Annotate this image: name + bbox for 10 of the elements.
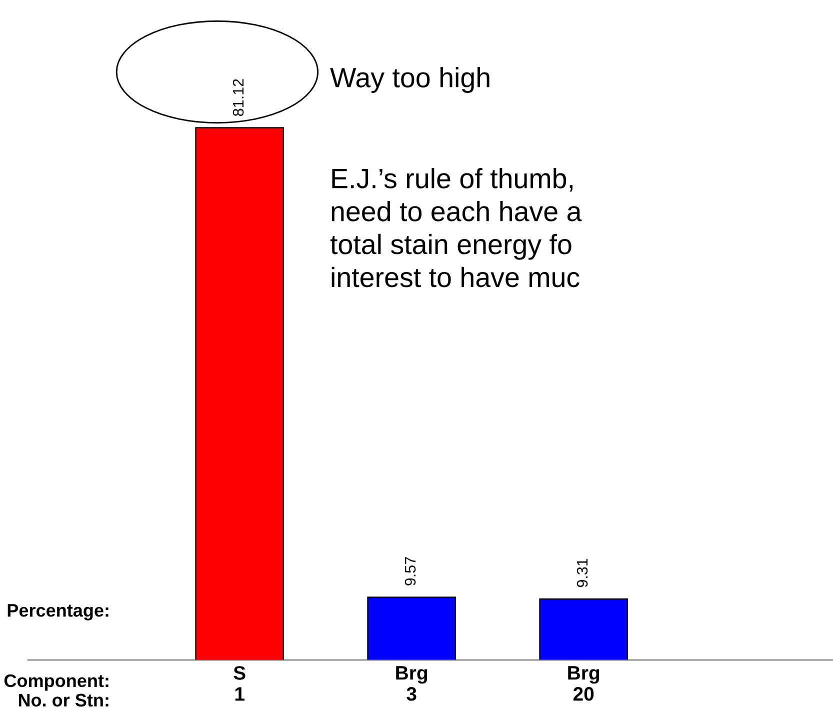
text: Component: No. or Stn: <box>4 674 108 707</box>
data-label: 9.57 <box>404 557 416 586</box>
x-tick-label: Brg 20 <box>568 666 600 701</box>
text: Way too high <box>330 67 490 93</box>
text: Percentage: <box>8 604 108 620</box>
x-tick-label: Brg 3 <box>396 666 428 701</box>
x-tick-label: S 1 <box>234 666 246 701</box>
data-label: 81.12 <box>232 79 244 116</box>
annotation: E.J.’s rule of thumb, need to each have a total stain energy fo interest to have muc <box>330 168 582 288</box>
data-label: 9.31 <box>576 558 588 588</box>
